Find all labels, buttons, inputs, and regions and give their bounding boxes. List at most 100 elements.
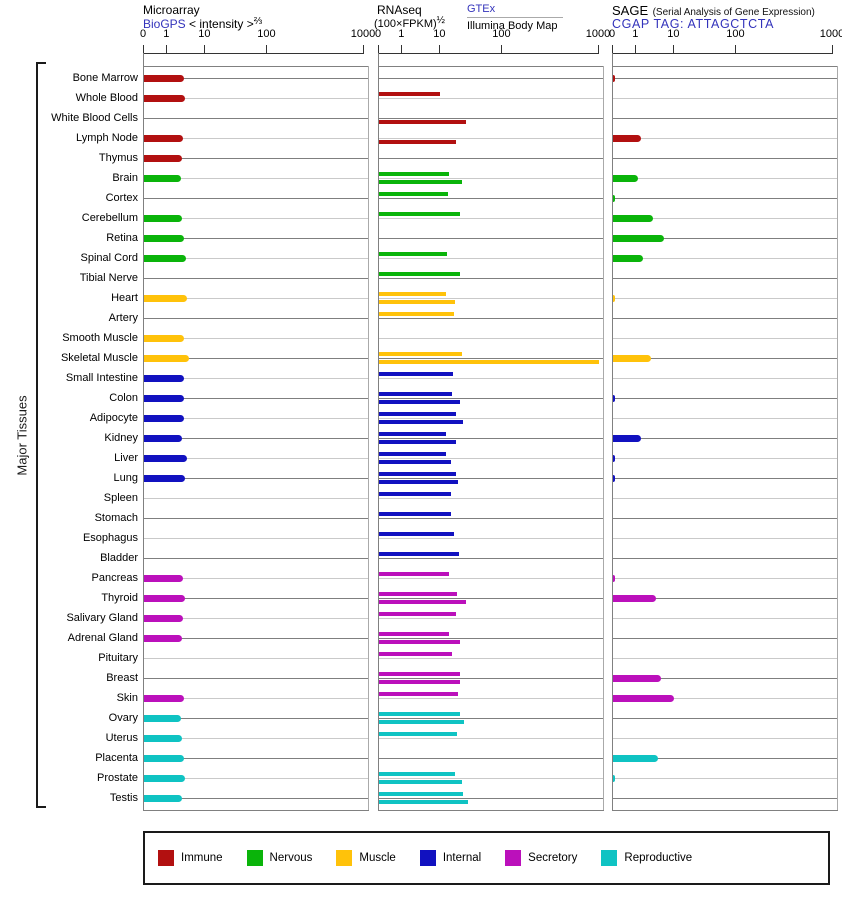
sage-panel-title: SAGE (Serial Analysis of Gene Expression…	[612, 2, 815, 20]
bar-rnaseq-gtex	[379, 592, 457, 596]
legend: Immune Nervous Muscle Internal Secretory…	[143, 831, 830, 885]
rnaseq-grid-line	[379, 298, 603, 299]
bar-microarray	[144, 395, 184, 402]
bar-rnaseq-gtex	[379, 572, 449, 576]
bar-rnaseq-gtex	[379, 652, 452, 656]
bar-rnaseq-gtex	[379, 92, 440, 96]
microarray-grid-line	[144, 158, 368, 159]
bar-rnaseq-gtex	[379, 472, 456, 476]
sage-grid-line	[613, 538, 837, 539]
microarray-grid-line	[144, 678, 368, 679]
bar-rnaseq-gtex	[379, 252, 447, 256]
sage-grid-line	[613, 618, 837, 619]
sage-axis-line	[612, 53, 833, 54]
tissue-label: Bone Marrow	[72, 72, 138, 84]
bar-rnaseq-gtex	[379, 452, 446, 456]
microarray-axis-tick	[166, 45, 168, 53]
bar-microarray	[144, 255, 186, 262]
sage-axis-tick	[612, 45, 613, 53]
bar-rnaseq-bodymap	[379, 180, 462, 184]
cgap-tag-link[interactable]: CGAP TAG: ATTAGCTCTA	[612, 17, 775, 31]
microarray-grid-line	[144, 798, 368, 799]
bar-rnaseq-gtex	[379, 612, 456, 616]
rnaseq-grid-line	[379, 218, 603, 219]
bar-sage	[613, 195, 615, 202]
bar-rnaseq-gtex	[379, 292, 446, 296]
tissue-label: Artery	[108, 312, 138, 324]
rnaseq-grid-line	[379, 138, 603, 139]
bar-sage	[613, 675, 661, 682]
bar-microarray	[144, 575, 183, 582]
bar-microarray	[144, 135, 183, 142]
bar-rnaseq-bodymap	[379, 480, 458, 484]
tissue-label: Small Intestine	[65, 372, 138, 384]
sage-grid-line	[613, 558, 837, 559]
biogps-link[interactable]: BioGPS	[143, 17, 186, 31]
rnaseq-grid-line	[379, 718, 603, 719]
sage-grid-line	[613, 418, 837, 419]
microarray-grid-line	[144, 698, 368, 699]
bar-microarray	[144, 355, 189, 362]
bar-microarray	[144, 755, 184, 762]
rnaseq-axis-tick-label: 10	[433, 28, 446, 40]
rnaseq-grid-line	[379, 598, 603, 599]
microarray-axis-tick	[204, 45, 206, 53]
tissue-label: Liver	[114, 452, 138, 464]
secretory-color-swatch	[505, 850, 522, 866]
rnaseq-axis-tick-label: 1000	[585, 28, 611, 40]
microarray-grid-line	[144, 738, 368, 739]
bar-microarray	[144, 475, 185, 482]
rnaseq-grid-line	[379, 78, 603, 79]
bar-rnaseq-gtex	[379, 632, 449, 636]
microarray-grid-line	[144, 78, 368, 79]
microarray-grid-line	[144, 778, 368, 779]
microarray-axis-tick-label: 1	[163, 28, 170, 40]
rnaseq-grid-line	[379, 778, 603, 779]
rnaseq-axis-tick-label: 100	[492, 28, 511, 40]
microarray-grid-line	[144, 438, 368, 439]
bar-sage	[613, 295, 615, 302]
sage-grid-line	[613, 598, 837, 599]
legend-item-secretory: Secretory	[505, 850, 577, 866]
sage-right-border	[837, 66, 838, 810]
microarray-grid-line	[144, 278, 368, 279]
sage-grid-line	[613, 498, 837, 499]
bar-sage	[613, 595, 656, 602]
sage-axis-tick	[832, 45, 833, 53]
microarray-grid-line	[144, 598, 368, 599]
tissue-label: Salivary Gland	[66, 612, 138, 624]
bar-rnaseq-bodymap	[379, 360, 599, 364]
sage-grid-line	[613, 758, 837, 759]
bar-rnaseq-bodymap	[379, 640, 460, 644]
rnaseq-grid-line	[379, 278, 603, 279]
rnaseq-axis-tick	[401, 45, 403, 53]
microarray-axis-tick-label: 100	[257, 28, 276, 40]
gtex-link[interactable]: GTEx	[467, 3, 496, 15]
legend-item-reproductive: Reproductive	[601, 850, 692, 866]
tissue-label: White Blood Cells	[51, 112, 138, 124]
bar-microarray	[144, 295, 187, 302]
tissue-label: Breast	[106, 672, 138, 684]
bar-sage	[613, 235, 664, 242]
rnaseq-panel-title: RNAseq	[377, 3, 422, 17]
sage-axis-tick-label: 1000	[819, 28, 842, 40]
tissue-label: Skin	[116, 692, 138, 704]
tissue-label: Thymus	[98, 152, 138, 164]
sage-title-text: SAGE	[612, 3, 649, 18]
microarray-grid-line	[144, 378, 368, 379]
bar-rnaseq-gtex	[379, 352, 462, 356]
tissue-label: Spleen	[103, 492, 138, 504]
bar-rnaseq-gtex	[379, 672, 460, 676]
rnaseq-grid-line	[379, 178, 603, 179]
sage-axis-tick-label: 0	[608, 28, 616, 40]
rnaseq-grid-line	[379, 418, 603, 419]
sage-grid-line	[613, 198, 837, 199]
rnaseq-grid-line	[379, 578, 603, 579]
sage-grid-line	[613, 678, 837, 679]
legend-label: Internal	[442, 852, 482, 864]
bar-rnaseq-gtex	[379, 392, 452, 396]
bar-rnaseq-gtex	[379, 732, 457, 736]
rnaseq-grid-line	[379, 558, 603, 559]
tissue-label: Spinal Cord	[80, 252, 138, 264]
